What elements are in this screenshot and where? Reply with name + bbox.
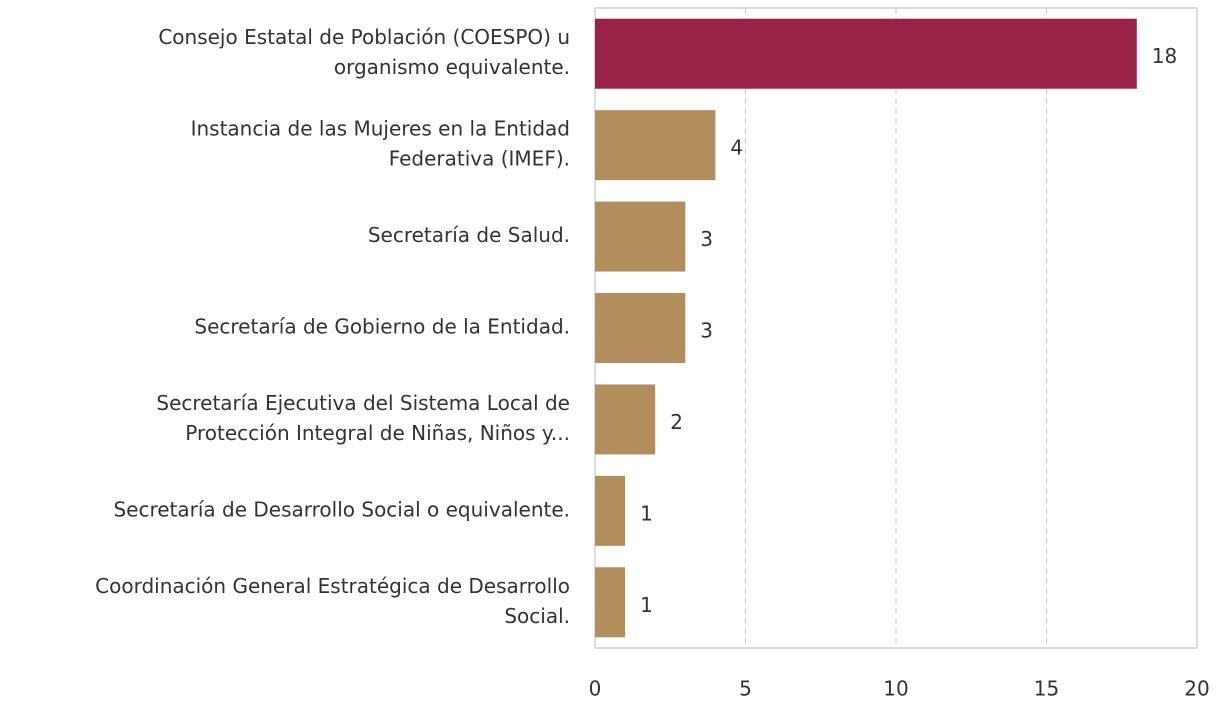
bar [595,18,1137,89]
bar [595,567,626,638]
bar [595,110,716,181]
bar [595,201,686,272]
y-tick-label: Federativa (IMEF). [389,147,570,171]
y-tick-label: Protección Integral de Niñas, Niños y... [185,421,570,445]
y-tick-label: Consejo Estatal de Población (COESPO) u [158,25,570,49]
bar [595,384,656,455]
bar [595,475,626,546]
value-label: 1 [640,593,653,617]
value-label: 18 [1152,44,1177,68]
y-tick-label: Secretaría de Desarrollo Social o equiva… [113,497,570,521]
x-tick-label: 15 [1034,677,1059,701]
y-tick-label: Social. [504,604,570,628]
y-tick-label: organismo equivalente. [334,55,570,79]
bar [595,293,686,363]
value-label: 1 [640,501,653,525]
y-tick-label: Instancia de las Mujeres en la Entidad [191,117,570,141]
value-label: 4 [730,136,743,160]
y-tick-label: Secretaría Ejecutiva del Sistema Local d… [156,391,570,415]
value-label: 3 [700,319,713,343]
x-tick-label: 5 [739,677,752,701]
x-tick-label: 10 [883,677,908,701]
x-tick-label: 0 [589,677,602,701]
y-tick-label: Secretaría de Gobierno de la Entidad. [194,315,570,339]
y-tick-label: Secretaría de Salud. [368,223,570,247]
value-label: 2 [670,410,683,434]
x-tick-label: 20 [1184,677,1209,701]
y-tick-label: Coordinación General Estratégica de Desa… [95,574,570,598]
value-label: 3 [700,227,713,251]
